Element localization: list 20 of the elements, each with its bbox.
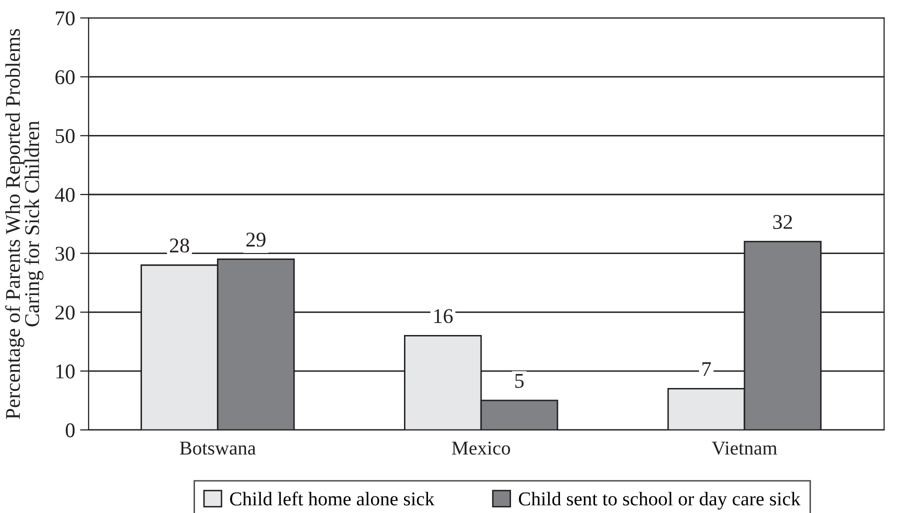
data-label: 29 [246, 232, 266, 247]
y-tick-label: 30 [56, 246, 75, 261]
data-label: 32 [773, 215, 792, 230]
y-tick-label: 40 [54, 188, 75, 202]
y-tick-label: 0 [66, 423, 75, 438]
y-tick-label: 70 [56, 11, 75, 26]
x-tick-label: Vietnam [712, 442, 778, 455]
y-axis-title: Percentage of Parents Who Reported Problems Caring for Sick Children [5, 29, 44, 419]
x-tick-label: Mexico [452, 442, 510, 455]
y-tick-label: 60 [55, 70, 75, 84]
y-tick-label: 50 [56, 129, 75, 144]
legend-label: Child sent to school or day care sick [518, 492, 801, 510]
data-label: 28 [170, 238, 190, 253]
x-tick-label: Botswana [180, 442, 256, 455]
data-label: 7 [702, 362, 711, 376]
legend-label: Child left home alone sick [230, 492, 434, 506]
data-label: 16 [434, 309, 453, 324]
y-tick-label: 10 [56, 364, 75, 378]
data-label: 5 [515, 374, 524, 388]
y-tick-label: 20 [55, 306, 75, 320]
